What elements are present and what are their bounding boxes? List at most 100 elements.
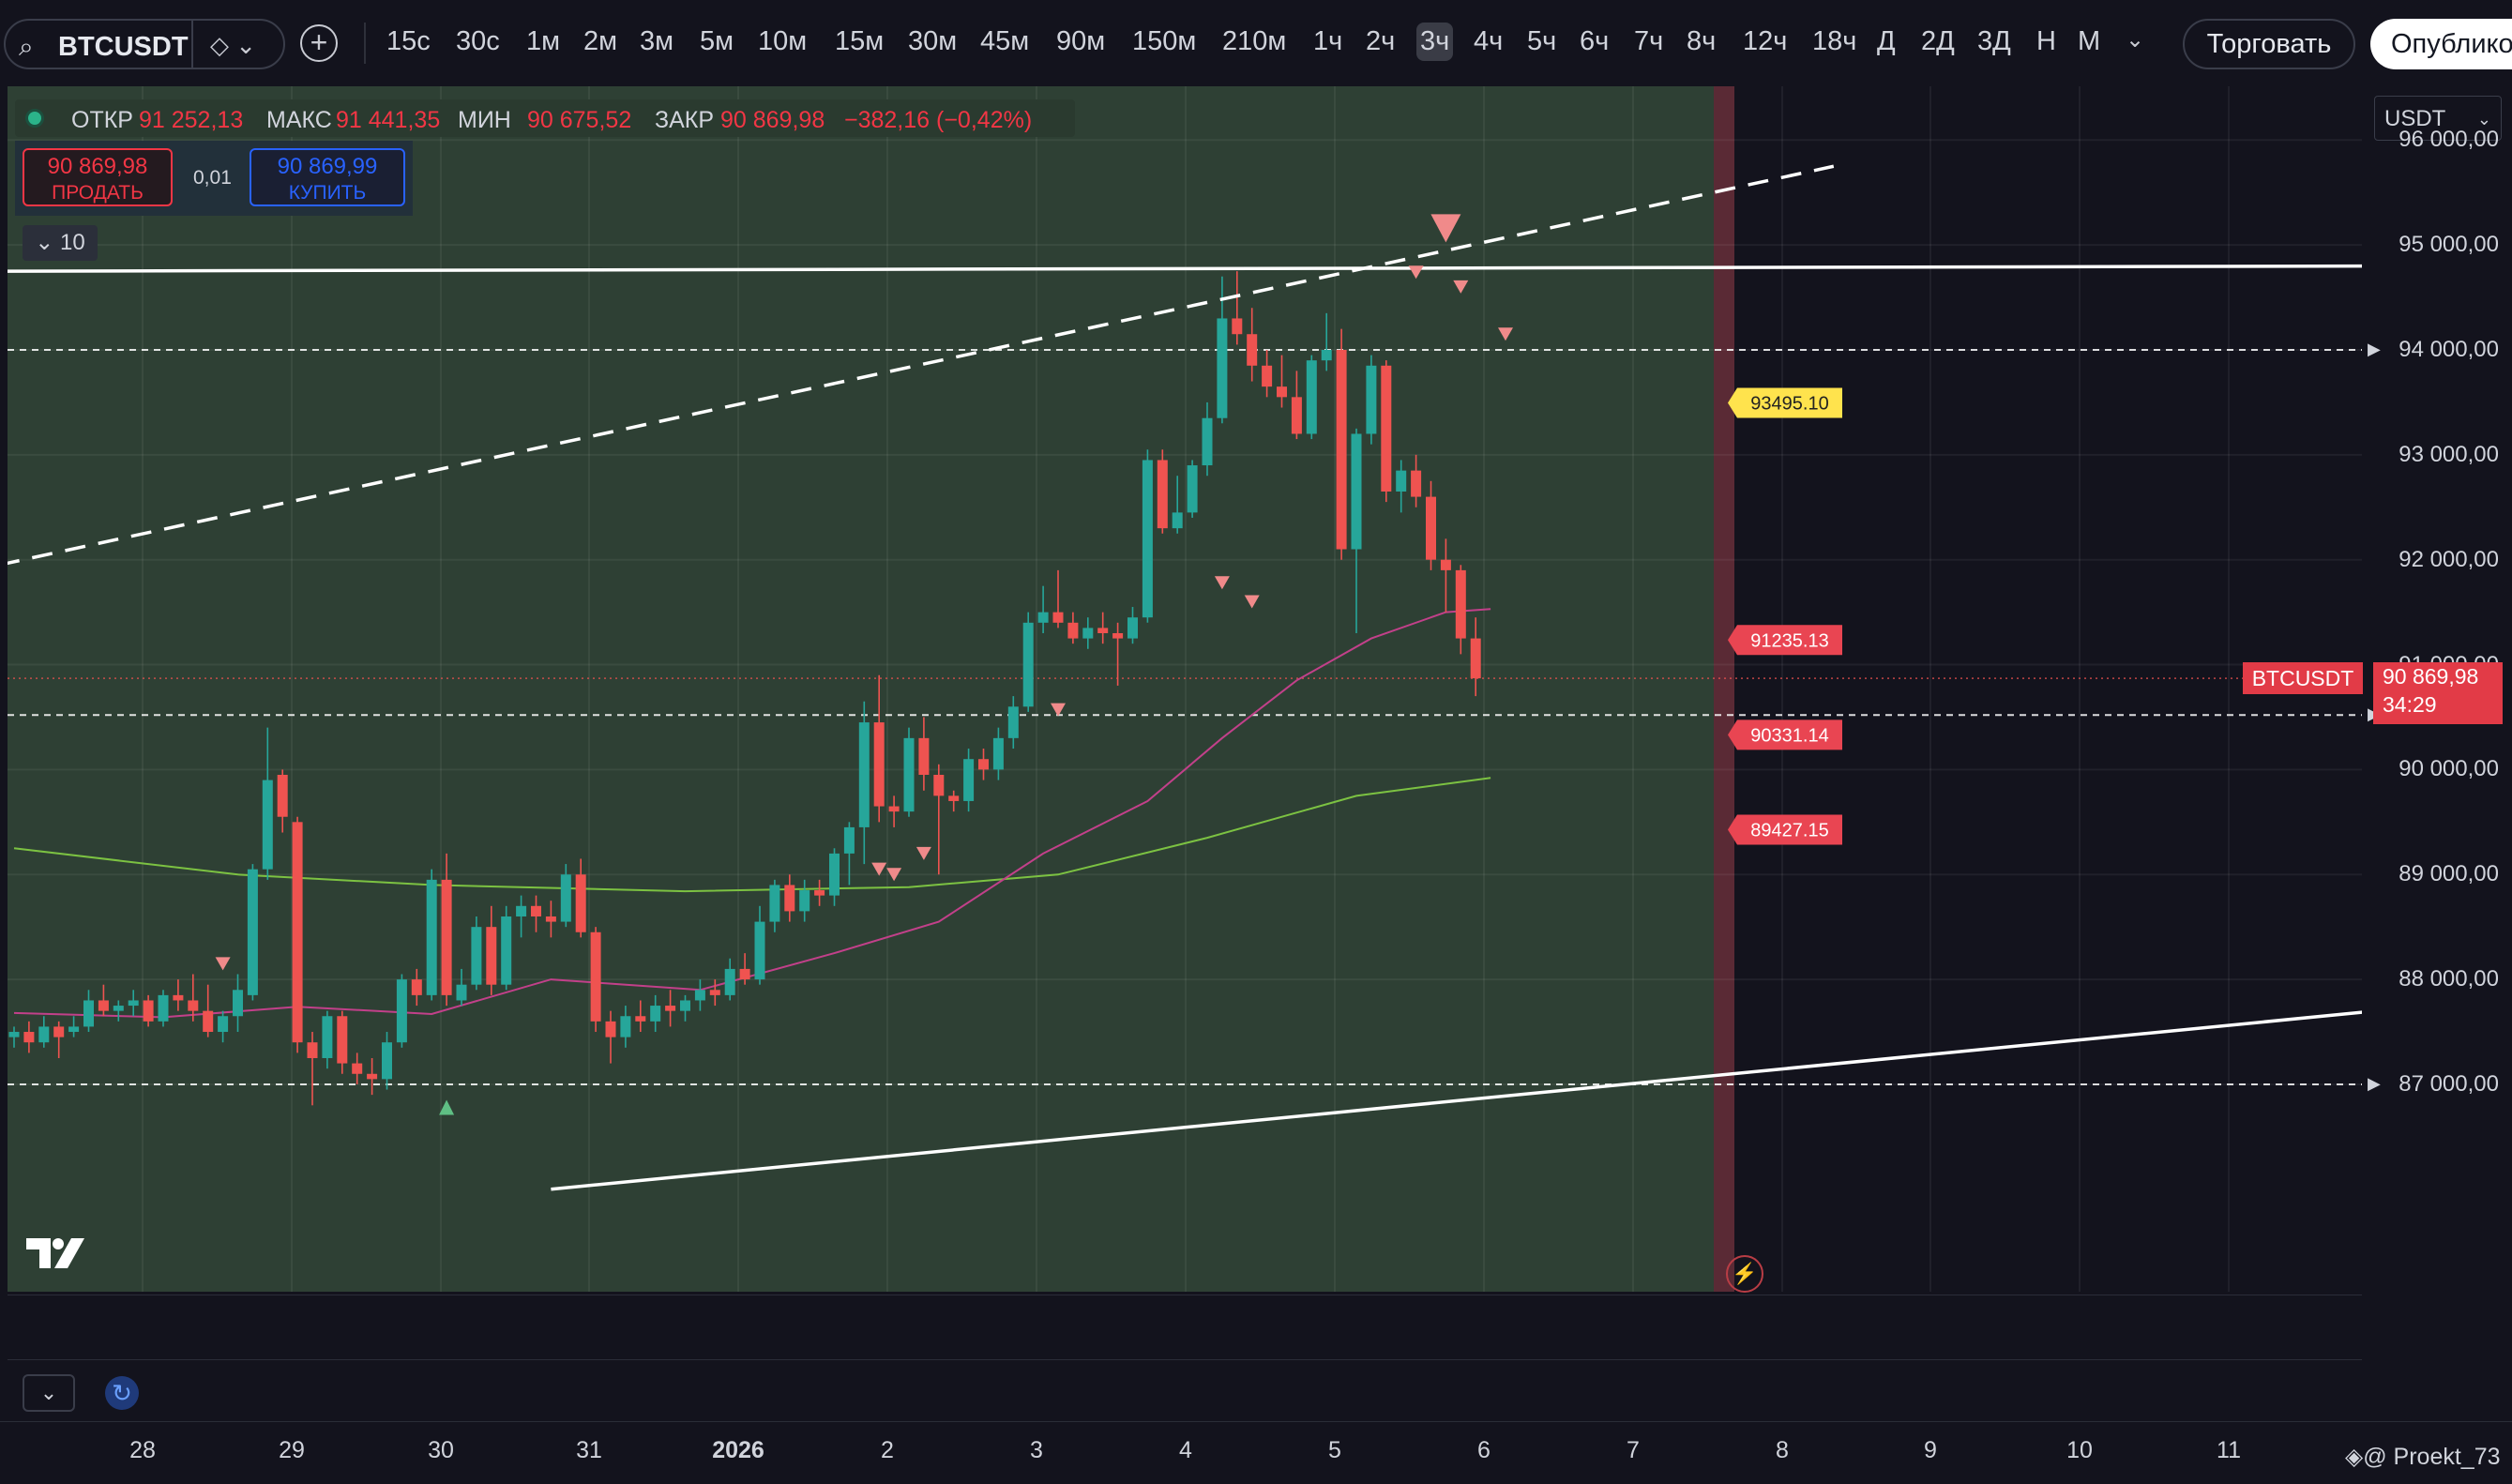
- candle-31: [471, 916, 482, 991]
- currency-select[interactable]: USDT ⌄: [2374, 96, 2502, 141]
- candle-85: [1277, 355, 1287, 408]
- interval-10[interactable]: 90м: [1056, 26, 1106, 56]
- price-tag-0: 93495.10: [1728, 387, 1842, 418]
- interval-12[interactable]: 210м: [1222, 26, 1287, 56]
- interval-14[interactable]: 2ч: [1366, 26, 1396, 56]
- time-label-7: 4: [1179, 1437, 1192, 1463]
- candle-94: [1411, 454, 1422, 507]
- candle-89: [1336, 328, 1347, 560]
- interval-23[interactable]: Д: [1877, 26, 1896, 56]
- svg-text:89427.15: 89427.15: [1750, 820, 1828, 840]
- candle-12: [188, 974, 199, 1022]
- interval-25[interactable]: 3Д: [1977, 26, 2011, 56]
- candle-26: [396, 974, 407, 1048]
- interval-8[interactable]: 30м: [908, 26, 958, 56]
- candle-54: [814, 879, 825, 906]
- time-label-12: 9: [1924, 1437, 1937, 1463]
- interval-9[interactable]: 45м: [980, 26, 1030, 56]
- diamond-icon: ◈: [2345, 1444, 2364, 1470]
- candle-53: [799, 879, 810, 922]
- symbol-search[interactable]: ⌕ BTCUSDT ◇ ⌄: [4, 19, 285, 69]
- interval-24[interactable]: 2Д: [1921, 26, 1955, 56]
- interval-26[interactable]: Н: [2036, 26, 2056, 56]
- signal-marker-7: [1244, 595, 1260, 609]
- low-value: 90 675,52: [527, 107, 632, 133]
- buy-label: КУПИТЬ: [288, 182, 367, 204]
- publish-button[interactable]: Опубликовать: [2370, 19, 2512, 69]
- interval-3[interactable]: 2м: [583, 26, 618, 56]
- candle-44: [665, 990, 676, 1027]
- symbol-name: BTCUSDT: [58, 32, 189, 62]
- interval-27[interactable]: М: [2078, 26, 2101, 56]
- interval-5[interactable]: 5м: [700, 26, 734, 56]
- interval-2[interactable]: 1м: [526, 26, 561, 56]
- candle-39: [590, 927, 601, 1033]
- interval-11[interactable]: 150м: [1132, 26, 1197, 56]
- chevron-down-icon: ⌄: [35, 230, 54, 255]
- interval-21[interactable]: 12ч: [1743, 26, 1788, 56]
- candle-69: [1037, 585, 1049, 633]
- interval-15[interactable]: 3ч: [1416, 23, 1454, 61]
- sell-button[interactable]: 90 869,98 ПРОДАТЬ: [23, 148, 173, 206]
- interval-17[interactable]: 5ч: [1527, 26, 1557, 56]
- interval-1[interactable]: 30с: [456, 26, 500, 56]
- candle-48: [724, 958, 735, 1001]
- time-label-13: 10: [2066, 1437, 2093, 1463]
- candle-95: [1426, 480, 1436, 570]
- candlestick-chart[interactable]: 93495.10 91235.13 90331.14 89427.15: [8, 86, 2362, 1292]
- tradingview-logo[interactable]: [26, 1236, 88, 1270]
- high-value: 91 441,35: [336, 107, 441, 133]
- candle-40: [605, 1010, 616, 1064]
- interval-4[interactable]: 3м: [640, 26, 674, 56]
- time-axis[interactable]: 28 29 30 31 2026 2 3 4 5 6 7 8 9 10 11: [0, 1421, 2512, 1478]
- price-label-3: 93 000,00: [2399, 441, 2499, 467]
- signal-marker-9: [1430, 214, 1461, 243]
- time-label-3: 31: [576, 1437, 602, 1463]
- indicators-toggle[interactable]: ⌄ 10: [23, 225, 98, 261]
- trendline-0: [8, 264, 2362, 273]
- interval-18[interactable]: 6ч: [1580, 26, 1610, 56]
- candle-98: [1470, 617, 1481, 697]
- candle-34: [516, 895, 527, 938]
- interval-6[interactable]: 10м: [758, 26, 808, 56]
- bottom-panel: [8, 1295, 2362, 1360]
- price-label-0: 96 000,00: [2399, 127, 2499, 153]
- diamond-icon[interactable]: ◇ ⌄: [210, 31, 257, 59]
- candle-60: [903, 727, 915, 817]
- signal-marker-10: [1453, 280, 1469, 294]
- candle-13: [203, 984, 214, 1037]
- candle-50: [754, 905, 765, 985]
- time-label-2: 30: [428, 1437, 454, 1463]
- signal-marker-8: [1408, 265, 1424, 280]
- interval-13[interactable]: 1ч: [1313, 26, 1343, 56]
- refresh-icon[interactable]: ↻: [105, 1376, 139, 1410]
- signal-marker-1: [439, 1099, 455, 1115]
- trade-button[interactable]: Торговать: [2183, 19, 2355, 69]
- interval-22[interactable]: 18ч: [1812, 26, 1857, 56]
- candle-15: [233, 974, 243, 1033]
- add-icon[interactable]: +: [300, 24, 338, 62]
- interval-20[interactable]: 8ч: [1687, 26, 1717, 56]
- price-tag-1: 91235.13: [1728, 625, 1842, 656]
- lightning-icon[interactable]: ⚡: [1726, 1255, 1763, 1293]
- collapse-button[interactable]: ⌄: [23, 1374, 75, 1412]
- price-label-6: 90 000,00: [2399, 756, 2499, 782]
- candle-47: [709, 979, 720, 1007]
- interval-0[interactable]: 15с: [386, 26, 431, 56]
- candle-59: [888, 795, 900, 827]
- svg-text:90331.14: 90331.14: [1750, 725, 1828, 746]
- candle-3: [53, 1021, 65, 1058]
- interval-19[interactable]: 7ч: [1634, 26, 1664, 56]
- candle-81: [1217, 276, 1228, 424]
- chart-pane[interactable]: 93495.10 91235.13 90331.14 89427.15: [8, 86, 2362, 1292]
- interval-16[interactable]: 4ч: [1474, 26, 1504, 56]
- candle-62: [933, 764, 945, 875]
- svg-text:91235.13: 91235.13: [1750, 630, 1828, 651]
- buy-button[interactable]: 90 869,99 КУПИТЬ: [250, 148, 405, 206]
- time-label-4: 2026: [712, 1437, 764, 1463]
- candle-14: [218, 1010, 229, 1043]
- chevron-down-icon[interactable]: ⌄: [2126, 27, 2145, 53]
- interval-7[interactable]: 15м: [835, 26, 885, 56]
- divider: [364, 23, 366, 64]
- candle-57: [858, 701, 870, 865]
